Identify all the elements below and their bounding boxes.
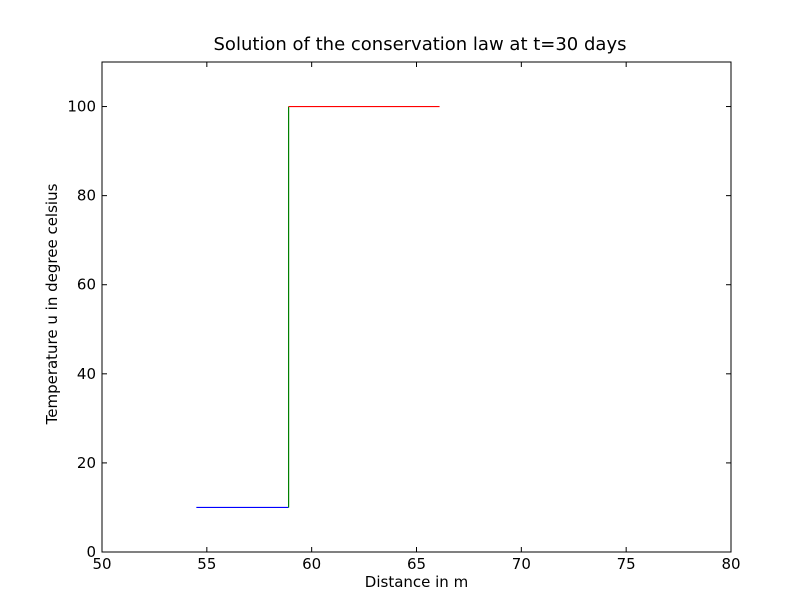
y-axis-label: Temperature u in degree celsius: [43, 183, 61, 425]
y-tick-label: 0: [86, 543, 96, 561]
y-axis-ticks: 0 20 40 60 80 100: [67, 98, 731, 561]
x-tick-label: 65: [407, 555, 426, 573]
x-tick-label: 70: [512, 555, 531, 573]
y-tick-label: 80: [77, 187, 96, 205]
plot-area: [102, 62, 731, 552]
x-tick-label: 55: [197, 555, 216, 573]
x-tick-label: 50: [92, 555, 111, 573]
x-tick-label: 60: [302, 555, 321, 573]
y-tick-label: 20: [77, 454, 96, 472]
x-tick-label: 80: [721, 555, 740, 573]
chart-title: Solution of the conservation law at t=30…: [214, 34, 627, 55]
series-layer: [196, 105, 440, 509]
x-axis-label: Distance in m: [365, 573, 468, 591]
y-tick-label: 100: [67, 98, 96, 116]
x-axis-ticks: 50 55 60 65 70 75 80: [92, 62, 741, 573]
y-tick-label: 60: [77, 276, 96, 294]
x-tick-label: 75: [617, 555, 636, 573]
y-tick-label: 40: [77, 365, 96, 383]
